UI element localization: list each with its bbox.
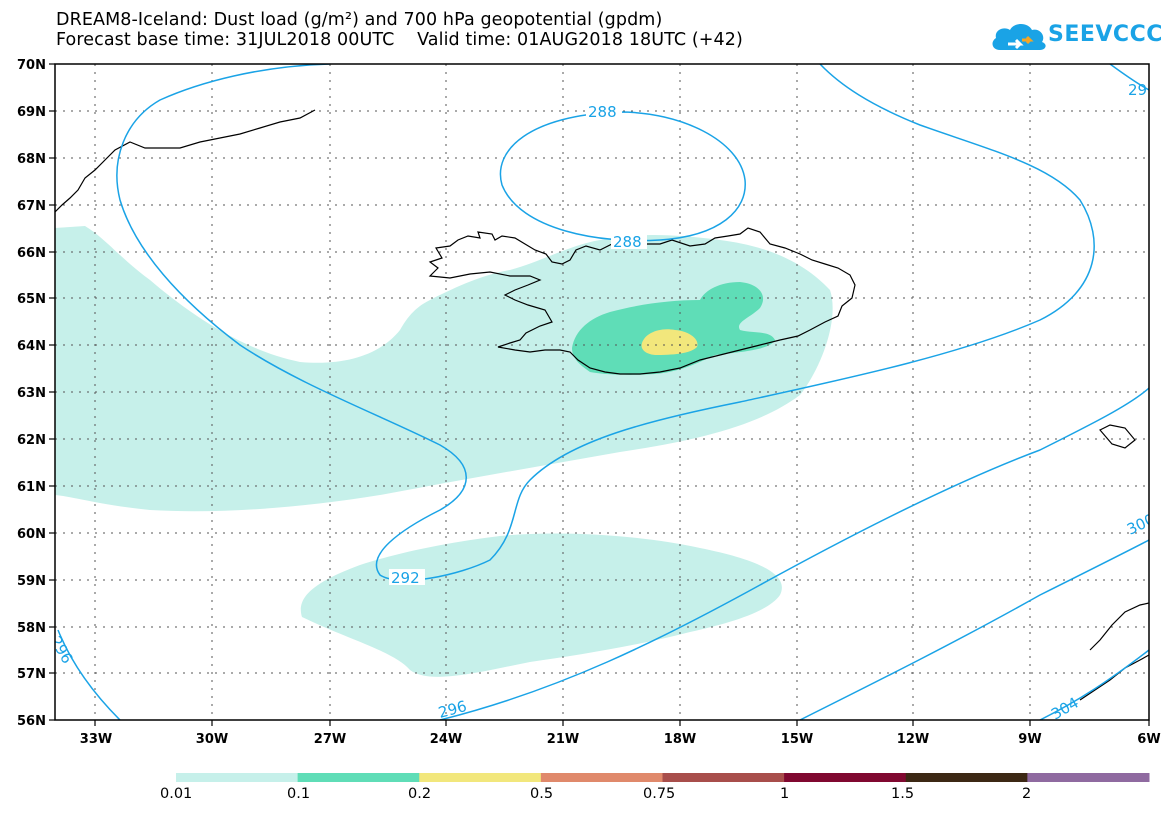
lat-label: 60N [17, 527, 46, 542]
contour-label: 29 [1128, 81, 1147, 99]
legend-swatch [1027, 773, 1150, 782]
legend-label: 0.01 [160, 786, 193, 802]
dust-area-0.01 [300, 533, 782, 677]
lat-label: 65N [17, 292, 46, 307]
legend-swatch [784, 773, 907, 782]
legend-swatch [419, 773, 542, 782]
ticks [49, 63, 1150, 726]
lat-label: 61N [17, 480, 46, 495]
color-legend [176, 773, 1150, 782]
contour-label: 296 [436, 697, 468, 722]
lat-label: 58N [17, 621, 46, 636]
contour-29x [1109, 64, 1149, 91]
title-line-2: Forecast base time: 31JUL2018 00UTC Vali… [56, 30, 743, 50]
lon-label: 21W [547, 732, 579, 747]
lon-label: 33W [80, 732, 112, 747]
map-area: 288 288 292 296 296 300 304 29 [47, 64, 1158, 724]
lat-labels: 70N 69N 68N 67N 66N 65N 64N 63N 62N 61N … [17, 58, 46, 729]
coastline-greenland [55, 109, 316, 213]
legend-label: 0.75 [643, 786, 676, 802]
legend-swatch [297, 773, 420, 782]
lon-label: 15W [781, 732, 813, 747]
contour-label: 288 [613, 233, 642, 251]
contour-296 [439, 387, 1149, 720]
contour-304 [1039, 649, 1149, 720]
legend-label: 0.2 [408, 786, 432, 802]
lon-label: 27W [314, 732, 346, 747]
geopotential-contours [57, 64, 1149, 720]
dust-area-0.2 [641, 329, 698, 355]
contour-label: 288 [588, 103, 617, 121]
lat-label: 59N [17, 574, 46, 589]
coastline-faroe [1099, 424, 1136, 449]
coastline-scotland [1079, 602, 1149, 701]
lat-label: 63N [17, 386, 46, 401]
dust-area-0.1 [572, 282, 775, 375]
legend-swatch [540, 773, 663, 782]
legend-swatch [662, 773, 785, 782]
legend-label: 0.5 [530, 786, 554, 802]
contour-288-closed [499, 111, 746, 242]
lat-label: 66N [17, 246, 46, 261]
contour-label: 304 [1048, 694, 1082, 724]
lat-label: 62N [17, 433, 46, 448]
legend-label: 2 [1022, 786, 1032, 802]
legend-label: 0.1 [287, 786, 311, 802]
graticule [55, 64, 1149, 720]
lon-label: 12W [897, 732, 929, 747]
lat-label: 56N [17, 714, 46, 729]
lat-label: 68N [17, 152, 46, 167]
contour-label: 300 [1124, 510, 1158, 538]
legend-label: 1 [780, 786, 790, 802]
lon-label: 24W [430, 732, 462, 747]
lon-label: 30W [196, 732, 228, 747]
title-line-1: DREAM8-Iceland: Dust load (g/m²) and 700… [56, 10, 663, 30]
legend-swatch [176, 773, 299, 782]
contour-292 [57, 64, 1095, 720]
legend-swatch [905, 773, 1028, 782]
legend-label: 1.5 [891, 786, 915, 802]
lat-label: 69N [17, 105, 46, 120]
contour-300-304 [799, 539, 1149, 720]
lat-label: 64N [17, 339, 46, 354]
lon-label: 9W [1018, 732, 1041, 747]
contour-label: 296 [47, 633, 77, 667]
lon-label: 18W [664, 732, 696, 747]
lat-label: 70N [17, 58, 46, 73]
lat-label: 67N [17, 199, 46, 214]
logo-text: SEEVCCC [1048, 22, 1163, 47]
lon-label: 6W [1137, 732, 1160, 747]
lat-label: 57N [17, 667, 46, 682]
lon-labels: 33W 30W 27W 24W 21W 18W 15W 12W 9W 6W [80, 732, 1161, 747]
dust-area-0.01 [55, 226, 833, 512]
cloud-icon [992, 24, 1046, 50]
contour-label: 292 [391, 569, 420, 587]
